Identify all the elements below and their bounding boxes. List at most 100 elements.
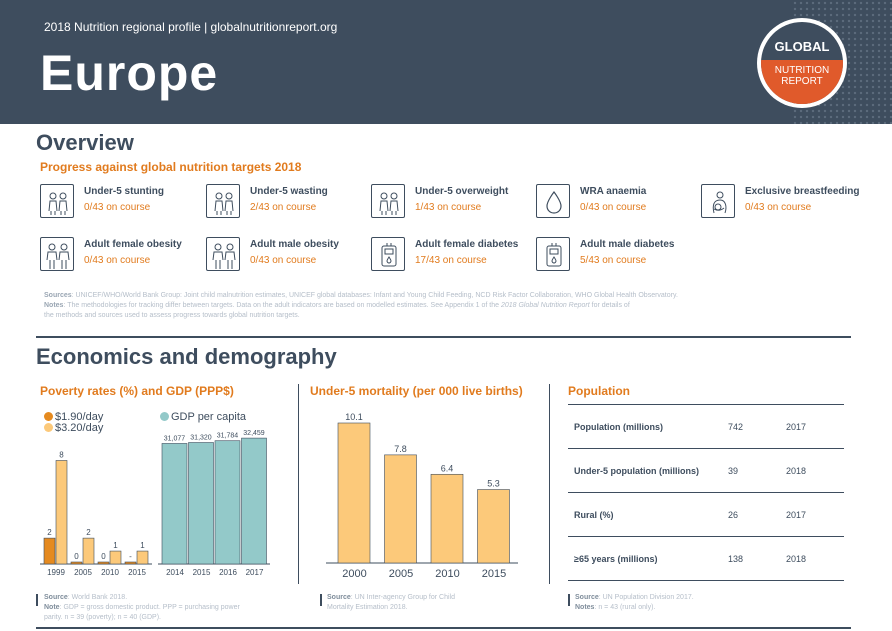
x-tick-label: 2005: [74, 568, 92, 577]
x-tick-label: 2000: [342, 568, 366, 580]
column-divider-1: [298, 384, 299, 584]
x-tick-label: 2010: [435, 568, 459, 580]
population-row-year: 2017: [786, 404, 844, 449]
population-row-year: 2017: [786, 492, 844, 537]
bar-2015-0: [124, 561, 137, 565]
target-wra-anaemia: WRA anaemia 0/43 on course: [536, 184, 701, 224]
bar-2010-1: [109, 550, 122, 565]
data-label: 31,320: [190, 435, 212, 442]
population-row-label: Rural (%): [568, 492, 728, 537]
notes-text: : The methodologies for tracking differ …: [63, 302, 501, 309]
population-row: Population (millions) 742 2017: [568, 404, 844, 449]
children-icon: [48, 192, 68, 215]
poverty-source-label: Source: [44, 594, 68, 601]
target-icon-box: [40, 184, 74, 218]
target-status: 17/43 on course: [415, 255, 487, 266]
bar-2000-0: [337, 422, 371, 564]
mortality-chart: 10.1 2000 7.8 2005 6.4 2010 5.3 2015: [326, 412, 518, 580]
mortality-note-bar: [320, 594, 322, 606]
notes-italic: 2018 Global Nutrition Report: [500, 302, 590, 309]
data-label: 0: [74, 552, 79, 561]
population-row-value: 26: [728, 492, 786, 537]
population-table: Population (millions) 742 2017 Under-5 popu…: [568, 404, 844, 581]
logo-text-report: REPORT: [781, 76, 823, 87]
population-source-label: Source: [575, 594, 599, 601]
data-label: 5.3: [487, 479, 500, 489]
target-icon-box: [371, 184, 405, 218]
x-tick-label: 2017: [246, 568, 264, 577]
bottom-divider: [36, 627, 851, 629]
legend-swatch-190: [44, 412, 53, 421]
x-tick-label: 2005: [389, 568, 413, 580]
population-row: Under-5 population (millions) 39 2018: [568, 448, 844, 493]
data-label: -: [129, 552, 132, 561]
x-tick-label: 2015: [193, 568, 211, 577]
target-under-5-stunting: Under-5 stunting 0/43 on course: [40, 184, 205, 224]
population-title: Population: [568, 384, 630, 398]
population-row-year: 2018: [786, 536, 844, 581]
column-divider-2: [549, 384, 550, 584]
target-name: Adult male obesity: [250, 239, 339, 250]
poverty-source-text: : World Bank 2018.: [67, 594, 128, 601]
poverty-chart-title: Poverty rates (%) and GDP (PPP$): [40, 384, 234, 398]
bar-2015-0: [188, 442, 214, 565]
mortality-source-label: Source: [327, 594, 351, 601]
population-source-note: Source: UN Population Division 2017. Not…: [575, 593, 825, 613]
bar-2014-0: [161, 443, 188, 565]
data-label: 6.4: [441, 463, 454, 473]
header-banner: 2018 Nutrition regional profile | global…: [0, 0, 892, 124]
report-subtitle: 2018 Nutrition regional profile | global…: [44, 20, 338, 34]
data-label: 8: [59, 450, 64, 459]
data-label: 31,077: [164, 435, 186, 442]
mortality-source-text: : UN Inter-agency Group for Child: [350, 594, 455, 601]
glucose-meter-icon: [381, 243, 397, 267]
legend-poverty-320: $3.20/day: [44, 422, 103, 434]
bar-2010-0: [97, 561, 110, 565]
legend-label-190: $1.90/day: [55, 411, 104, 423]
page-title: Europe: [40, 45, 219, 101]
target-status: 0/43 on course: [250, 255, 317, 266]
target-adult-male-obesity: Adult male obesity 0/43 on course: [206, 237, 371, 277]
target-status: 0/43 on course: [745, 202, 812, 213]
breastfeeding-icon: [712, 191, 727, 214]
notes-text-2: for details of: [589, 302, 630, 309]
population-row-value: 138: [728, 536, 786, 581]
legend-swatch-gdp: [160, 412, 169, 421]
target-name: Adult male diabetes: [580, 239, 675, 250]
gdp-chart: 31,077 2014 31,320 2015 31,784 2016 32,459 2017: [158, 430, 270, 577]
target-adult-male-diabetes: Adult male diabetes 5/43 on course: [536, 237, 701, 277]
bar-1999-1: [55, 460, 68, 565]
population-note-text: : n = 43 (rural only).: [594, 604, 656, 611]
x-tick-label: 2015: [482, 568, 506, 580]
target-adult-female-diabetes: Adult female diabetes 17/43 on course: [371, 237, 536, 277]
target-status: 0/43 on course: [580, 202, 647, 213]
sources-label: Sources: [44, 292, 72, 299]
population-row-value: 742: [728, 404, 786, 449]
section-divider: [36, 336, 851, 338]
target-icon-box: [206, 184, 240, 218]
target-status: 1/43 on course: [415, 202, 482, 213]
population-row-year: 2018: [786, 448, 844, 493]
mortality-source-line-2: Mortality Estimation 2018.: [327, 604, 408, 611]
notes-label: Notes: [44, 302, 64, 309]
poverty-note-bar: [36, 594, 38, 606]
x-tick-label: 2015: [128, 568, 146, 577]
target-name: Exclusive breastfeeding: [745, 186, 860, 197]
target-icon-box: [536, 237, 570, 271]
target-exclusive-breastfeeding: Exclusive breastfeeding 0/43 on course: [701, 184, 866, 224]
target-icon-box: [40, 237, 74, 271]
target-name: Under-5 wasting: [250, 186, 328, 197]
x-tick-label: 2016: [219, 568, 237, 577]
poverty-note-line-2: parity. n = 39 (poverty); n = 40 (GDP).: [44, 614, 161, 621]
population-row-value: 39: [728, 448, 786, 493]
data-label: 7.8: [394, 444, 407, 454]
data-label: 1: [140, 541, 145, 550]
sources-text: : UNICEF/WHO/World Bank Group: Joint chi…: [71, 292, 678, 299]
bar-1999-0: [43, 537, 56, 565]
data-label: 1: [113, 541, 118, 550]
target-name: Adult female diabetes: [415, 239, 519, 250]
target-name: WRA anaemia: [580, 186, 647, 197]
global-nutrition-report-logo: GLOBAL NUTRITION REPORT: [757, 18, 847, 108]
target-name: Adult female obesity: [84, 239, 182, 250]
x-tick-label: 2014: [166, 568, 184, 577]
